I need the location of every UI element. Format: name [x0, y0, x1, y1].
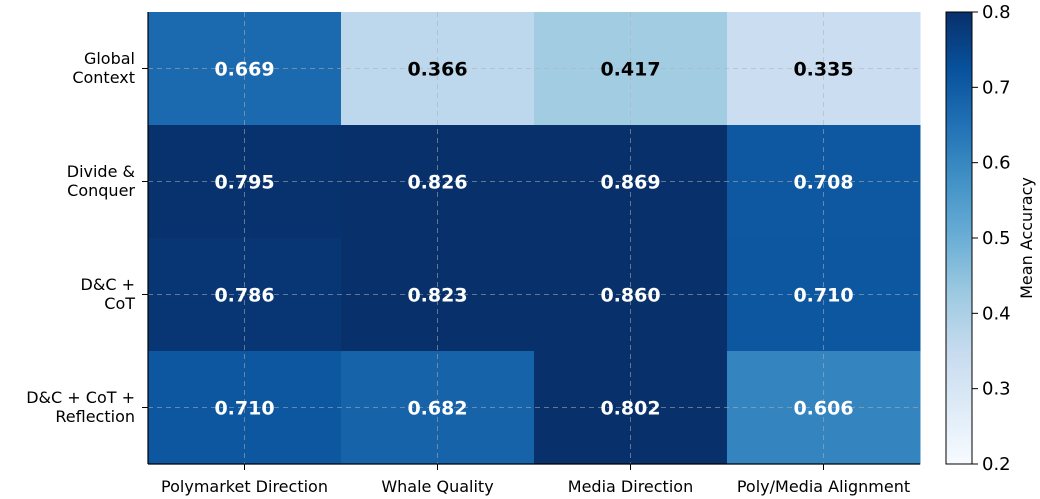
- cell-value-label: 0.606: [793, 398, 853, 420]
- heatmap-gridlines: [148, 12, 920, 464]
- cell-value-label: 0.823: [407, 285, 467, 307]
- colorbar: 0.2 0.3 0.4 0.5 0.6 0.7 0.8 Mean Accuracy: [945, 2, 1036, 475]
- cell-value-label: 0.826: [407, 172, 467, 194]
- cell-value-label: 0.669: [214, 59, 274, 81]
- heatmap-axes: Polymarket Direction Whale Quality Media D…: [26, 12, 920, 496]
- colorbar-tick-label: 0.5: [982, 228, 1011, 249]
- cell-value-label: 0.802: [600, 398, 660, 420]
- y-tick-label: D&C + CoT + Reflection: [26, 388, 135, 426]
- y-tick-label: Divide & Conquer: [67, 162, 136, 200]
- colorbar-tick-label: 0.7: [982, 77, 1011, 98]
- colorbar-title: Mean Accuracy: [1017, 177, 1036, 299]
- cell-value-label: 0.860: [600, 285, 660, 307]
- colorbar-tick-label: 0.4: [982, 303, 1011, 324]
- y-tick-label: Global Context: [72, 49, 135, 87]
- cell-value-label: 0.795: [214, 172, 274, 194]
- cell-value-label: 0.710: [214, 398, 274, 420]
- colorbar-gradient: [945, 11, 973, 465]
- cell-value-label: 0.708: [793, 172, 853, 194]
- x-tick-label: Media Direction: [568, 477, 693, 496]
- colorbar-tick-label: 0.8: [982, 2, 1011, 23]
- x-tick-label: Poly/Media Alignment: [737, 477, 910, 496]
- cell-value-label: 0.710: [793, 285, 853, 307]
- cell-value-label: 0.366: [407, 59, 467, 81]
- colorbar-tick-label: 0.6: [982, 153, 1011, 174]
- x-tick-label: Polymarket Direction: [161, 477, 328, 496]
- cell-value-label: 0.682: [407, 398, 467, 420]
- y-tick-label: D&C + CoT: [81, 275, 136, 313]
- cell-value-label: 0.869: [600, 172, 660, 194]
- colorbar-tick-label: 0.3: [982, 379, 1011, 400]
- x-tick-label: Whale Quality: [381, 477, 493, 496]
- cell-value-label: 0.786: [214, 285, 274, 307]
- cell-value-label: 0.417: [600, 59, 660, 81]
- colorbar-tick-label: 0.2: [982, 454, 1011, 475]
- heatmap-cell-labels: 0.669 0.366 0.417 0.335 0.795 0.826 0.869 0.708…: [214, 59, 853, 420]
- cell-value-label: 0.335: [793, 59, 853, 81]
